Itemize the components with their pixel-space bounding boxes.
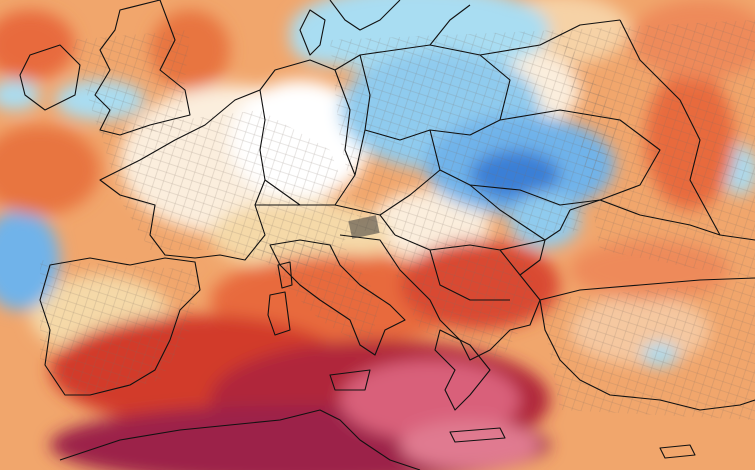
border-hungary-romania — [379, 169, 546, 251]
subdiv-central-east — [330, 30, 620, 250]
subdiv-uk — [70, 30, 190, 135]
warm-anomaly-peak-libya — [400, 420, 540, 470]
border-ukraine — [429, 109, 661, 206]
subdiv-east — [560, 20, 755, 280]
coast-sardinia — [267, 291, 291, 336]
coast-iberia — [39, 257, 201, 396]
coast-italy — [269, 239, 406, 356]
warm-anomaly-ireland — [0, 10, 75, 80]
subdiv-west-europe — [100, 110, 360, 270]
coast-great-britain — [94, 0, 191, 136]
coast-balkans — [339, 209, 571, 361]
coast-cyprus — [659, 444, 696, 459]
border-germany-poland — [334, 54, 371, 176]
border-balkans-inner — [394, 234, 521, 301]
coast-turkey — [539, 277, 755, 411]
alpine-detail-marker — [348, 215, 380, 239]
border-russia-east — [619, 19, 721, 236]
coast-sicily — [329, 369, 371, 391]
coast-corsica — [277, 261, 293, 289]
coast-crete — [449, 427, 506, 443]
coast-north-africa — [59, 409, 421, 470]
warm-anomaly-peak-ionian — [340, 360, 520, 440]
subdiv-iberia — [40, 260, 200, 400]
border-baltics — [429, 4, 621, 56]
coast-greece — [434, 329, 491, 411]
warm-anomaly-atlantic — [0, 125, 100, 215]
cold-anomaly-atlantic-nw — [0, 80, 40, 110]
country-borders — [19, 0, 755, 470]
coast-ireland — [19, 44, 81, 111]
border-switzerland-alps — [255, 204, 396, 236]
coast-scandinavia — [329, 0, 401, 31]
subdiv-balkans — [380, 240, 540, 360]
subdiv-turkey — [540, 280, 755, 420]
coast-denmark — [299, 9, 326, 56]
border-black-sea — [569, 199, 755, 241]
